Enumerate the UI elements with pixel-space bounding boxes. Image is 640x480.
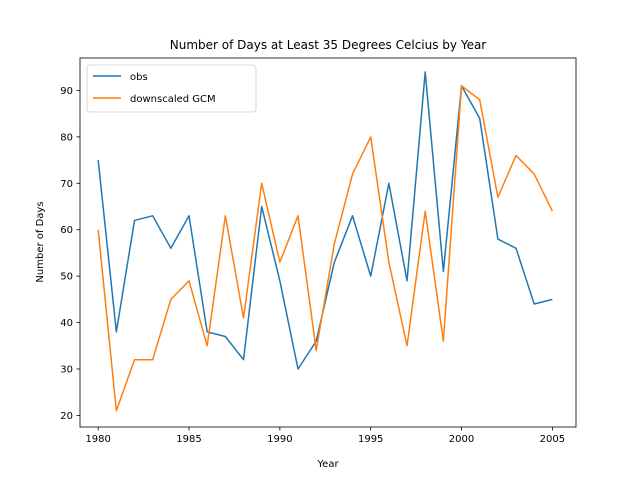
- y-tick-label: 40: [60, 318, 73, 329]
- y-tick-label: 80: [60, 132, 73, 143]
- x-tick-label: 1995: [358, 434, 383, 445]
- series-line-downscaled-gcm: [97, 85, 554, 412]
- y-tick-label: 20: [60, 411, 73, 422]
- x-axis-label: Year: [316, 459, 339, 470]
- legend: obs downscaled GCM: [86, 64, 257, 113]
- x-tick-label: 1990: [267, 434, 292, 445]
- chart-title: Number of Days at Least 35 Degrees Celci…: [170, 38, 487, 52]
- plot-frame: [79, 57, 577, 428]
- y-tick-label: 30: [60, 364, 73, 375]
- x-axis: 1980 1985 1990 1995 2000 2005: [85, 427, 565, 445]
- y-tick-label: 60: [60, 225, 73, 236]
- y-tick-label: 70: [60, 179, 73, 190]
- legend-label-obs: obs: [130, 72, 148, 83]
- legend-box: [86, 64, 257, 113]
- legend-label-downscaled-gcm: downscaled GCM: [130, 94, 216, 105]
- plot-lines: [97, 71, 554, 412]
- y-tick-label: 90: [60, 86, 73, 97]
- y-tick-label: 50: [60, 272, 73, 283]
- x-tick-label: 1985: [176, 434, 201, 445]
- x-tick-label: 2000: [449, 434, 474, 445]
- x-tick-label: 2005: [540, 434, 565, 445]
- y-axis-label: Number of Days: [35, 201, 46, 282]
- x-tick-label: 1980: [85, 434, 110, 445]
- series-line-obs: [97, 71, 553, 370]
- y-axis: 20 30 40 50 60 70 80 90: [60, 86, 80, 422]
